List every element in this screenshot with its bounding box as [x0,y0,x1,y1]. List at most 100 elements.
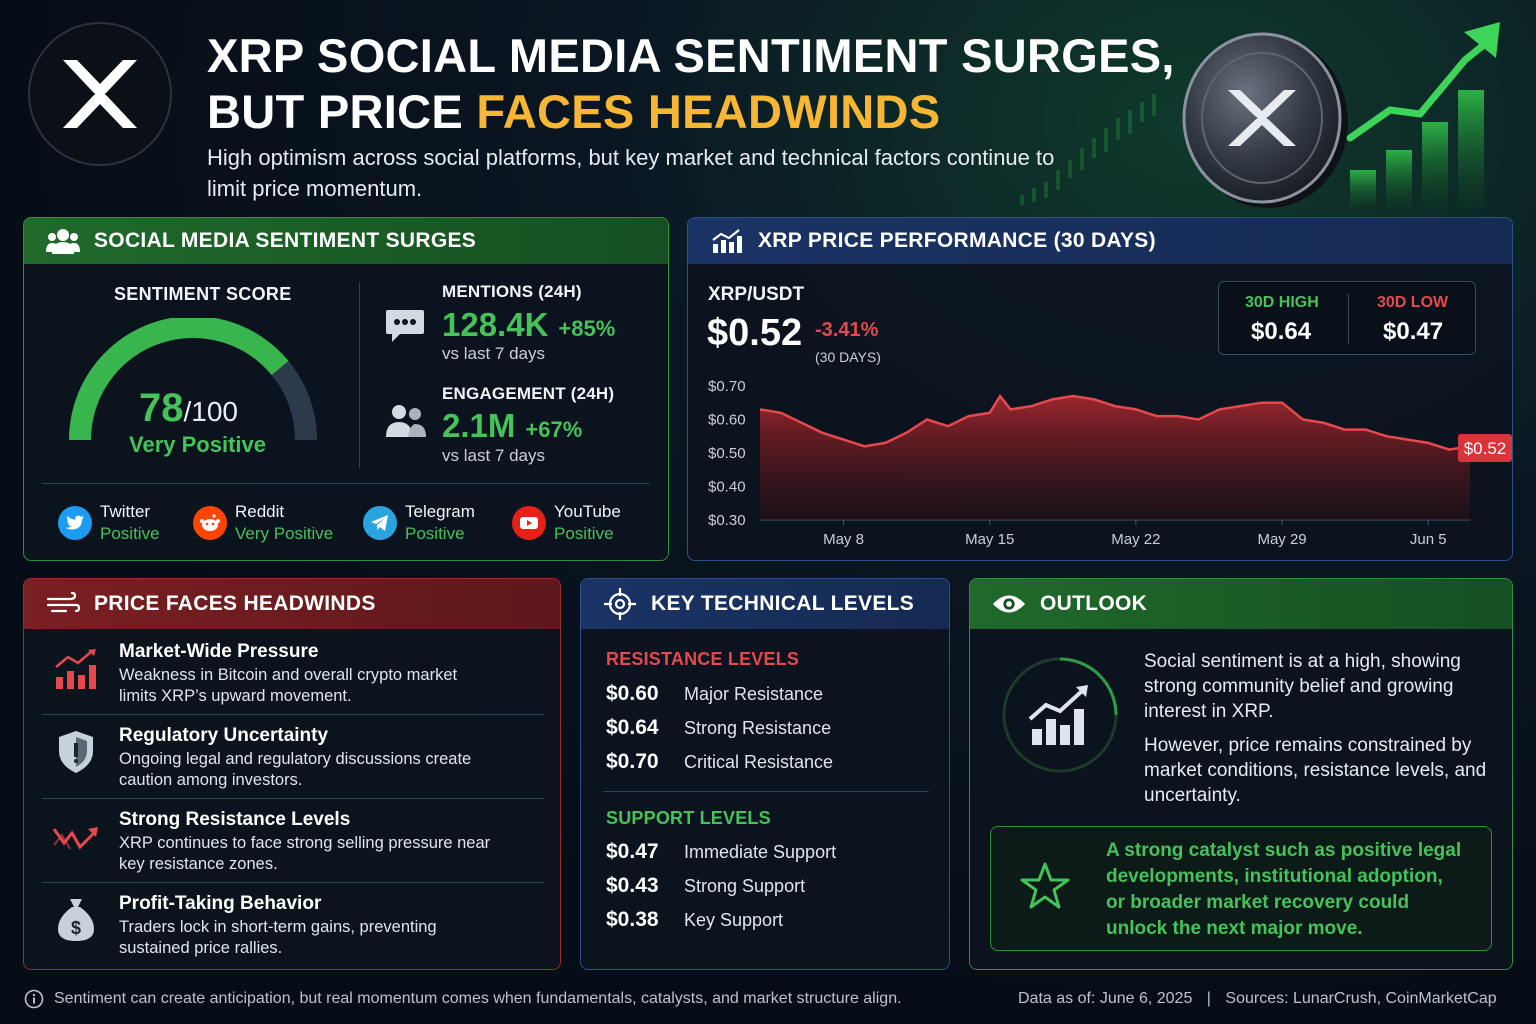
price-chart: $0.70$0.60$0.50$0.40$0.30 May 8 May 15 May… [708,378,1512,548]
footer-separator: | [1206,990,1211,1007]
level-price: $0.43 [606,874,659,897]
headwind-desc: Weakness in Bitcoin and overall crypto m… [119,666,458,705]
technical-panel-header: KEY TECHNICAL LEVELS [581,579,949,629]
xrp-logo-icon [63,60,137,128]
info-icon [24,989,44,1014]
zigzag-down-icon [52,827,98,850]
high-low-box: 30D HIGH $0.64 30D LOW $0.47 [1218,281,1476,355]
outlook-paragraph-1: Social sentiment is at a high, showing s… [1144,651,1461,722]
mentions-value: 128.4K [442,306,549,343]
catalyst-text: A strong catalyst such as positive legal… [1106,840,1462,939]
resistance-list: $0.60 Major Resistance $0.64 Strong Resist… [606,677,833,779]
footer-note: Sentiment can create anticipation, but r… [54,990,902,1007]
wind-icon [46,587,80,621]
engagement-stat: 2.1M +67% [442,407,582,445]
headwind-title: Regulatory Uncertainty [119,725,329,746]
level-name: Strong Support [684,875,806,896]
title-line-1: XRP SOCIAL MEDIA SENTIMENT SURGES, [207,29,1175,82]
high-low-divider [1348,294,1349,344]
sentiment-heading: SOCIAL MEDIA SENTIMENT SURGES [94,229,477,252]
y-tick-label: $0.30 [708,512,746,529]
money-bag-icon: $ [58,899,94,941]
line-chart-icon [710,224,744,258]
price-panel-header: XRP PRICE PERFORMANCE (30 DAYS) [688,218,1512,264]
outlook-paragraph-2: However, price remains constrained by ma… [1144,735,1487,806]
candles-decor [1020,94,1156,205]
resistance-row: $0.60 Major Resistance [606,677,833,711]
x-tick-label: May 29 [1257,531,1306,548]
youtube-icon [512,506,546,540]
price-change: -3.41% [815,319,879,341]
shield-icon [59,731,93,773]
platform-status: Positive [405,524,465,543]
resistance-heading: RESISTANCE LEVELS [606,649,800,669]
score-text: Very Positive [129,432,266,457]
users-icon [46,224,80,258]
low-label: 30D LOW [1377,294,1449,311]
gauge-fill [69,318,289,441]
mentions-sub: vs last 7 days [442,344,545,363]
y-tick-label: $0.60 [708,412,746,429]
x-tick-label: Jun 5 [1410,531,1447,548]
sentiment-panel: SOCIAL MEDIA SENTIMENT SURGES SENTIMENT … [23,217,669,561]
support-heading: SUPPORT LEVELS [606,808,771,828]
growth-chart-icon [1002,657,1118,773]
sentiment-score: 78/100 [139,386,238,431]
page-title: XRP SOCIAL MEDIA SENTIMENT SURGES, BUT P… [207,28,1197,140]
level-price: $0.47 [606,840,659,863]
price-panel: XRP PRICE PERFORMANCE (30 DAYS) XRP/USDT… [687,217,1513,561]
y-tick-label: $0.40 [708,479,746,496]
twitter-icon [58,506,92,540]
headwinds-heading: PRICE FACES HEADWINDS [94,592,376,615]
eye-icon [992,587,1026,621]
x-tick-label: May 8 [823,531,864,548]
platform-youtube: YouTube Positive [512,501,621,545]
data-date: Data as of: June 6, 2025 [1018,990,1193,1007]
platform-status: Very Positive [235,524,334,543]
y-tick-label: $0.70 [708,378,746,395]
hero-illustration [1020,22,1500,210]
mentions-label: MENTIONS (24H) [442,282,582,301]
score-max: /100 [183,396,239,427]
headwind-desc: XRP continues to face strong selling pre… [119,834,491,873]
separator [42,882,544,883]
divider-horizontal [42,483,650,484]
crosshair-icon [603,587,637,621]
platform-status: Positive [100,524,160,543]
star-icon [1020,862,1070,909]
page-subtitle: High optimism across social platforms, b… [207,145,1055,201]
support-row: $0.38 Key Support [606,903,836,937]
support-row: $0.47 Immediate Support [606,835,836,869]
catalyst-box: A strong catalyst such as positive legal… [990,826,1492,951]
x-tick-label: May 22 [1111,531,1160,548]
reddit-icon [193,506,227,540]
outlook-panel: OUTLOOK Social sentiment is at a high, s… [969,578,1513,970]
platform-telegram: Telegram Positive [363,501,475,545]
divider-vertical [359,282,360,468]
people-icon [384,403,428,444]
separator [42,798,544,799]
level-name: Immediate Support [684,841,837,862]
level-name: Critical Resistance [684,751,834,772]
support-list: $0.47 Immediate Support $0.43 Strong Suppo… [606,835,836,937]
engagement-label: ENGAGEMENT (24H) [442,384,615,403]
last-price-tag: $0.52 [1458,434,1512,462]
headwind-title: Market-Wide Pressure [119,641,319,662]
level-name: Strong Resistance [684,717,832,738]
level-price: $0.64 [606,716,659,739]
footer-meta: Data as of: June 6, 2025 | Sources: Luna… [1018,990,1518,1008]
outlook-panel-header: OUTLOOK [970,579,1512,629]
y-tick-label: $0.50 [708,445,746,462]
price-heading: XRP PRICE PERFORMANCE (30 DAYS) [758,229,1156,252]
platform-name: Reddit [235,502,285,521]
title-prefix: BUT PRICE [207,85,477,138]
mentions-stat: 128.4K +85% [442,306,615,344]
levels-divider [603,791,929,792]
y-axis-ticks: $0.70 $0.60 $0.50 $0.40 $0.30 [708,378,746,529]
level-name: Major Resistance [684,683,824,704]
sentiment-gauge [69,318,317,441]
score-value: 78 [139,386,184,430]
mentions-change: +85% [558,316,616,341]
title-accent: FACES HEADWINDS [476,85,941,138]
separator [42,714,544,715]
